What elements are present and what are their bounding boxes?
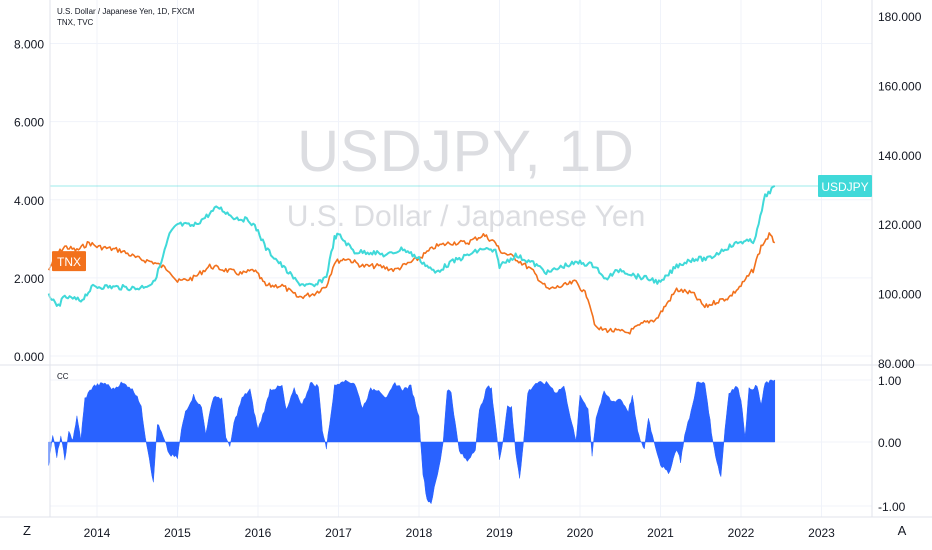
x-tick-label: 2014 (84, 526, 111, 540)
cc-indicator-label[interactable]: CC (57, 372, 69, 381)
x-tick-label: 2018 (406, 526, 433, 540)
cc-series (48, 379, 776, 505)
usdjpy-badge-label: USDJPY (821, 180, 868, 194)
x-tick-label: 2016 (245, 526, 272, 540)
x-tick-label: 2022 (728, 526, 755, 540)
tnx-badge-label: TNX (57, 255, 81, 269)
usdjpy-line (47, 185, 776, 307)
cc-area (48, 379, 776, 505)
x-tick-label: 2021 (647, 526, 674, 540)
cc-axis-tick-label: -1.00 (878, 500, 906, 514)
left-axis-tick-label: 6.000 (14, 116, 44, 130)
right-axis-tick-label: 140.000 (878, 149, 922, 163)
left-axis-tick-label: 4.000 (14, 194, 44, 208)
x-tick-label: 2015 (164, 526, 191, 540)
usdjpy-series (47, 185, 776, 307)
chart-title[interactable]: U.S. Dollar / Japanese Yen, 1D, FXCM (57, 7, 195, 16)
left-axis-tick-label: 0.000 (14, 350, 44, 364)
x-tick-label: 2017 (325, 526, 352, 540)
x-tick-label: 2019 (486, 526, 513, 540)
timezone-button[interactable]: Z (23, 523, 31, 538)
right-axis-tick-label: 180.000 (878, 10, 922, 24)
x-tick-label: 2023 (808, 526, 835, 540)
right-axis-tick-label: 100.000 (878, 288, 922, 302)
series-badges: TNX USDJPY (52, 175, 872, 272)
tnx-line (47, 232, 776, 335)
cc-axis-tick-label: 0.00 (878, 436, 902, 450)
tnx-series (47, 232, 776, 335)
left-axis-tick-label: 8.000 (14, 38, 44, 52)
auto-scale-button[interactable]: A (897, 523, 907, 538)
usdjpy-badge (818, 175, 872, 198)
right-axis-tick-label: 120.000 (878, 218, 922, 232)
cc-axis-tick-label: 1.00 (878, 374, 902, 388)
overlay-symbol-legend[interactable]: TNX, TVC (57, 18, 94, 27)
left-axis-tick-label: 2.000 (14, 272, 44, 286)
right-axis-tick-label: 80.000 (878, 357, 915, 371)
tnx-badge (52, 251, 86, 272)
right-axis-tick-label: 160.000 (878, 79, 922, 93)
x-tick-label: 2020 (567, 526, 594, 540)
